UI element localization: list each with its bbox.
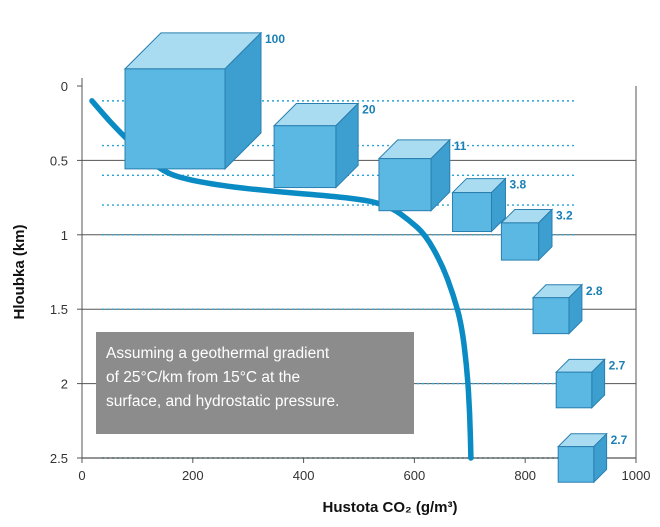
y-axis-title: Hloubka (km): [11, 224, 28, 319]
x-tick-label: 400: [293, 468, 315, 483]
cube-layer: 100 20 11 3.8 3.2 2.8 2.7 2.7: [123, 31, 628, 484]
volume-cube: 2.7: [556, 432, 628, 484]
x-tick-label: 0: [78, 468, 85, 483]
cube-front-face: [532, 297, 570, 335]
volume-cube: 2.8: [531, 283, 603, 335]
cube-front-face: [557, 446, 595, 483]
cube-front-face: [378, 158, 432, 212]
x-tick-label: 1000: [622, 468, 651, 483]
volume-cube: 20: [272, 102, 376, 189]
cube-front-face: [555, 371, 593, 409]
y-tick-label: 1.5: [50, 302, 68, 317]
annotation-box: Assuming a geothermal gradient of 25°C/k…: [96, 332, 414, 434]
axis-layer: 0 0.5 1 1.5 2 2.5 0 200 400 600 800 1000: [50, 78, 651, 483]
annotation-line: surface, and hydrostatic pressure.: [106, 393, 340, 410]
cube-volume-label: 2.7: [609, 358, 626, 372]
cube-volume-label: 2.7: [611, 433, 628, 447]
volume-cube: 3.8: [451, 177, 526, 233]
cube-front-face: [124, 68, 226, 170]
x-axis-title: Hustota CO₂ (g/m³): [323, 499, 458, 516]
volume-cube: 2.7: [554, 358, 626, 410]
y-tick-label: 0: [61, 79, 68, 94]
cube-volume-label: 3.8: [509, 178, 526, 192]
annotation-line: of 25°C/km from 15°C at the: [106, 369, 301, 386]
y-tick-label: 0.5: [50, 153, 68, 168]
cube-front-face: [273, 125, 337, 189]
x-tick-label: 200: [182, 468, 204, 483]
y-tick-label: 2.5: [50, 451, 68, 466]
cube-volume-label: 20: [362, 102, 376, 116]
y-tick-label: 2: [61, 377, 68, 392]
x-tick-label: 800: [514, 468, 536, 483]
volume-cube: 100: [123, 31, 285, 171]
cube-front-face: [500, 222, 540, 261]
cube-volume-label: 3.2: [556, 208, 573, 222]
volume-cube: 11: [377, 138, 467, 212]
annotation-line: Assuming a geothermal gradient: [106, 345, 330, 362]
cube-volume-label: 100: [265, 32, 285, 46]
y-tick-label: 1: [61, 228, 68, 243]
volume-cube: 3.2: [500, 208, 573, 262]
cube-volume-label: 11: [454, 139, 467, 153]
cube-front-face: [452, 192, 492, 233]
cube-volume-label: 2.8: [586, 284, 603, 298]
x-tick-label: 600: [404, 468, 426, 483]
